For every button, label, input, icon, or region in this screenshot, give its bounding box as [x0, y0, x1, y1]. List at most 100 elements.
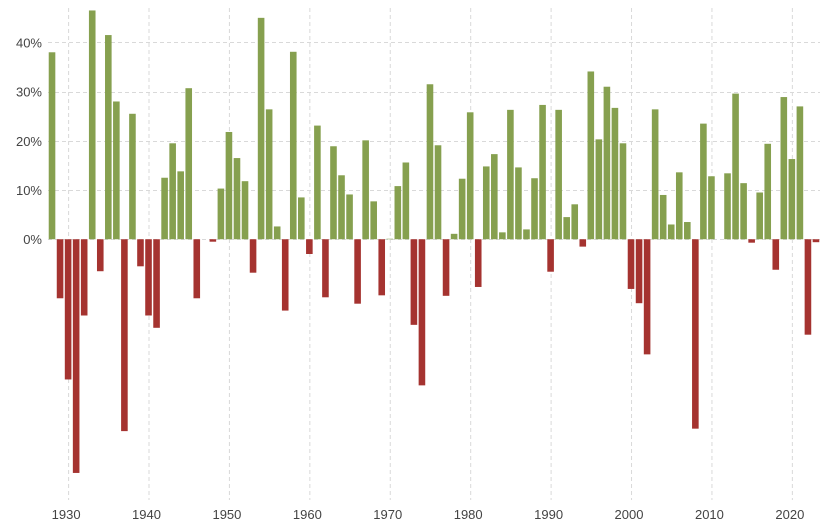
grid-lines — [48, 8, 820, 500]
bar-2019 — [780, 97, 788, 240]
y-tick-label: 10% — [16, 183, 42, 198]
bar-1995 — [587, 71, 595, 240]
bar-1977 — [442, 239, 450, 296]
bar-1948 — [209, 239, 217, 242]
bar-1989 — [539, 104, 546, 240]
bar-1941 — [153, 239, 160, 328]
bar-1937 — [121, 239, 128, 432]
bar-1985 — [507, 109, 514, 240]
bar-1986 — [515, 167, 522, 240]
y-axis-tick-labels: 40% 30% 20% 10% 0% — [16, 35, 42, 247]
bar-1942 — [161, 177, 168, 240]
bar-1961 — [314, 125, 321, 240]
bar-1958 — [289, 51, 297, 240]
bar-1979 — [458, 178, 466, 240]
bar-1946 — [193, 239, 201, 299]
bar-1934 — [96, 239, 104, 272]
bar-1950 — [225, 131, 233, 240]
x-tick-label: 2020 — [775, 507, 804, 522]
bar-2004 — [659, 194, 667, 240]
bar-1996 — [595, 139, 603, 240]
x-tick-label: 1950 — [212, 507, 241, 522]
bar-1954 — [257, 17, 265, 240]
bar-1966 — [354, 239, 361, 304]
bar-2017 — [764, 143, 772, 240]
bar-1949 — [217, 188, 225, 240]
bar-1987 — [523, 229, 530, 240]
bar-2015 — [748, 239, 755, 243]
x-tick-label: 2010 — [695, 507, 724, 522]
bar-2022 — [804, 239, 812, 335]
bar-2001 — [635, 239, 643, 304]
bar-1967 — [362, 140, 369, 240]
bar-2021 — [796, 106, 804, 240]
bar-1931 — [72, 239, 80, 473]
bar-1964 — [338, 175, 345, 240]
x-tick-label: 1930 — [52, 507, 81, 522]
bar-1962 — [322, 239, 329, 298]
bar-2009 — [700, 123, 707, 240]
bar-2007 — [684, 222, 691, 240]
bar-1952 — [241, 181, 249, 240]
bar-1991 — [555, 109, 562, 240]
bar-1972 — [402, 162, 410, 240]
bar-2023 — [812, 239, 820, 243]
bar-1976 — [434, 145, 442, 240]
bar-1968 — [370, 201, 377, 240]
bar-2005 — [667, 224, 675, 240]
bar-1974 — [418, 239, 426, 386]
y-tick-label: 30% — [16, 85, 42, 100]
bar-1992 — [563, 217, 570, 240]
bar-1997 — [603, 86, 611, 240]
bar-1956 — [273, 226, 281, 240]
bar-1930 — [64, 239, 72, 380]
x-tick-label: 1970 — [373, 507, 402, 522]
bar-1993 — [571, 204, 579, 240]
x-tick-label: 2000 — [615, 507, 644, 522]
bar-2020 — [788, 159, 796, 240]
bar-1999 — [619, 143, 627, 240]
bar-2014 — [740, 183, 747, 240]
bar-1994 — [579, 239, 587, 247]
bar-2000 — [627, 239, 635, 289]
bar-1933 — [88, 10, 96, 240]
bar-1975 — [426, 84, 434, 240]
x-axis-tick-labels: 1930 1940 1950 1960 1970 1980 1990 2000 2010 2020 — [52, 507, 805, 522]
bar-1978 — [450, 233, 458, 240]
bar-1971 — [394, 186, 402, 240]
bar-2003 — [651, 109, 659, 240]
bar-1969 — [378, 239, 386, 296]
bar-1955 — [265, 109, 273, 240]
x-tick-label: 1960 — [293, 507, 322, 522]
bar-1959 — [298, 197, 305, 240]
bar-1990 — [547, 239, 554, 272]
bar-1982 — [482, 166, 490, 240]
bar-1988 — [531, 178, 538, 240]
bar-1981 — [474, 239, 482, 287]
bar-series — [48, 10, 820, 473]
bar-1943 — [169, 143, 176, 240]
bar-1938 — [129, 113, 136, 240]
y-tick-label: 20% — [16, 134, 42, 149]
bar-2013 — [732, 93, 739, 240]
bar-1957 — [281, 239, 289, 311]
bar-1944 — [177, 171, 184, 240]
y-tick-label: 0% — [23, 232, 42, 247]
bar-1980 — [466, 112, 474, 240]
bar-2018 — [772, 239, 780, 270]
bar-1932 — [80, 239, 88, 316]
x-tick-label: 1980 — [454, 507, 483, 522]
x-tick-label: 1990 — [534, 507, 563, 522]
bar-1936 — [113, 101, 120, 240]
bar-2006 — [675, 172, 683, 240]
bar-1929 — [56, 239, 64, 299]
y-tick-label: 40% — [16, 35, 42, 50]
bar-1965 — [346, 194, 353, 240]
bar-1939 — [137, 239, 144, 267]
bar-1951 — [233, 158, 241, 240]
bar-1935 — [105, 35, 112, 240]
bar-1928 — [48, 52, 56, 240]
bar-1963 — [330, 146, 337, 240]
bar-1940 — [145, 239, 152, 316]
